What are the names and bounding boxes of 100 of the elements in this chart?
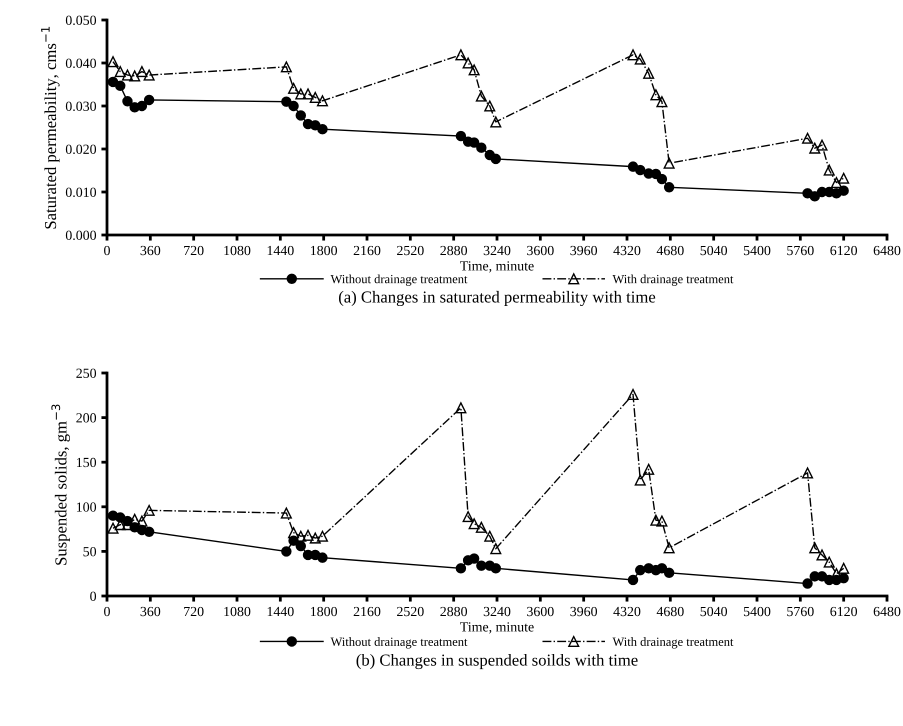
point: [476, 522, 487, 533]
point: [144, 504, 155, 516]
point: [295, 88, 306, 100]
point: [317, 552, 328, 563]
point: [634, 474, 646, 486]
point: [490, 563, 502, 574]
point: [310, 120, 320, 131]
point: [462, 511, 474, 522]
point: [664, 542, 675, 554]
point: [484, 530, 496, 542]
point: [302, 88, 314, 100]
x-tick-label: 3960: [570, 606, 598, 616]
point: [809, 542, 820, 554]
point: [144, 94, 154, 106]
point: [468, 64, 480, 76]
point: [664, 568, 674, 578]
point: [468, 137, 480, 148]
x-tick-label: 3960: [570, 246, 598, 256]
x-tick-label: 3240: [484, 246, 510, 256]
y-tick-label: 0: [90, 592, 96, 601]
y-tick-label: 250: [76, 368, 96, 378]
point: [136, 100, 148, 112]
point: [824, 556, 835, 568]
x-tick-label: 3240: [484, 606, 510, 616]
x-tick-label: 5040: [700, 246, 728, 256]
x-tick-label: 2520: [397, 606, 424, 616]
y-tick-label: 150: [76, 458, 96, 468]
point: [627, 388, 639, 400]
point: [810, 191, 820, 202]
y-tick-label: 0.040: [66, 58, 96, 68]
y-tick-label: 50: [84, 546, 96, 556]
y-axis-title: Suspended solids, gm$^{−3}$: [51, 404, 70, 565]
point: [830, 176, 842, 188]
point: [310, 532, 321, 544]
point: [664, 182, 674, 192]
x-tick-label: 720: [184, 246, 204, 256]
point: [656, 563, 668, 574]
point: [122, 96, 133, 106]
point: [107, 56, 119, 68]
point: [656, 174, 668, 184]
point: [816, 140, 828, 151]
point: [476, 142, 487, 153]
point: [838, 562, 850, 574]
x-tick-label: 6120: [830, 606, 858, 616]
x-tick-label: 4320: [613, 606, 640, 616]
point: [462, 57, 474, 69]
x-tick-label: 4680: [656, 606, 684, 616]
x-axis-title: Time, minute: [460, 622, 534, 634]
point: [310, 92, 321, 103]
y-tick-label: 0.050: [66, 16, 96, 26]
legend-label: With drainage treatment: [612, 637, 734, 649]
point: [490, 543, 502, 554]
y-tick-label: 0.030: [66, 102, 96, 112]
point: [634, 54, 646, 65]
point: [802, 578, 813, 589]
point: [628, 574, 638, 586]
point: [838, 172, 850, 184]
y-tick-label: 0.020: [66, 144, 96, 154]
x-tick-label: 6480: [874, 246, 900, 256]
point: [802, 467, 814, 478]
x-tick-label: 4320: [613, 246, 640, 256]
x-tick-label: 3600: [527, 246, 554, 256]
point: [476, 90, 487, 102]
x-axis-title: Time, minute: [460, 261, 534, 273]
x-tick-label: 2880: [440, 246, 468, 256]
point: [476, 560, 487, 571]
point: [627, 49, 639, 60]
text: (b) Changes in suspended soilds with time: [356, 654, 638, 670]
x-tick-label: 1080: [224, 606, 250, 616]
point: [144, 526, 154, 537]
legend-label: Without drainage treatment: [330, 274, 468, 286]
point: [317, 124, 328, 134]
legend-label: With drainage treatment: [612, 274, 734, 286]
x-tick-label: 5760: [787, 606, 814, 616]
text: (a) Changes in saturated permeability with time: [338, 290, 656, 306]
point: [107, 522, 119, 534]
x-tick-label: 0: [104, 246, 110, 256]
point: [129, 70, 140, 82]
x-tick-label: 1800: [311, 246, 338, 256]
point: [280, 61, 292, 72]
x-tick-label: 720: [184, 606, 204, 616]
x-tick-label: 1440: [268, 606, 294, 616]
point: [281, 546, 292, 557]
point: [824, 164, 835, 176]
point: [490, 154, 502, 164]
point: [288, 527, 300, 538]
point: [288, 82, 300, 94]
x-tick-label: 6120: [830, 246, 858, 256]
x-tick-label: 6480: [874, 606, 900, 616]
point: [455, 49, 466, 60]
x-tick-label: 3600: [527, 606, 554, 616]
x-tick-label: 360: [140, 606, 160, 616]
point: [490, 116, 502, 128]
point: [635, 164, 646, 176]
point: [643, 464, 654, 475]
x-tick-label: 5400: [744, 606, 770, 616]
point: [809, 142, 820, 154]
x-tick-label: 5400: [744, 246, 770, 256]
y-tick-label: 0.010: [66, 188, 96, 198]
point: [643, 68, 654, 79]
